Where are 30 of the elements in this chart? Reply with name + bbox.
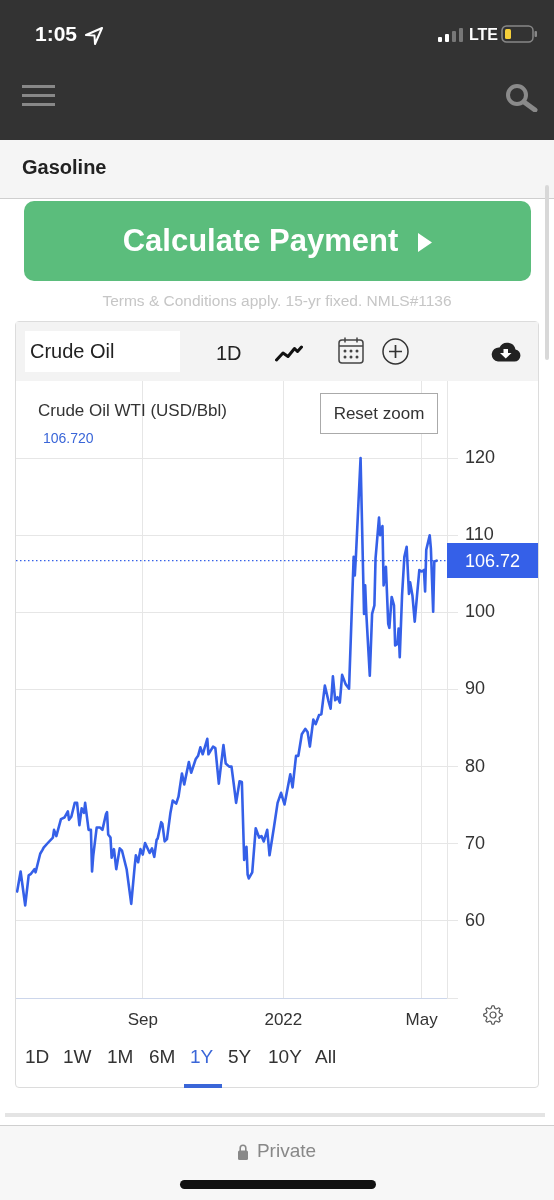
y-tick-label: 110: [465, 524, 494, 545]
text: 6M: [149, 1046, 176, 1068]
y-tick-label: 60: [465, 909, 486, 930]
x-tick-label: May: [405, 1009, 439, 1029]
text: Gasoline: [22, 156, 107, 179]
x-tick-label: 2022: [264, 1009, 303, 1029]
text: Private: [256, 1140, 317, 1162]
ref-line-label: 106.72: [464, 550, 521, 571]
y-tick-label: 80: [465, 755, 486, 776]
text: All: [315, 1046, 337, 1068]
text: 1Y: [190, 1046, 214, 1068]
text: 1:05: [35, 22, 78, 46]
annotation: Reset zoom: [333, 403, 425, 424]
text: 1M: [107, 1046, 134, 1068]
x-tick-label: Sep: [127, 1009, 158, 1029]
text: 1D: [25, 1046, 50, 1068]
text-field: Crude Oil: [25, 331, 180, 372]
y-tick-label: 70: [465, 832, 486, 853]
text: LTE: [469, 26, 499, 44]
y-tick-label: 90: [465, 678, 486, 699]
text: 1W: [63, 1046, 92, 1068]
text: Calculate Payment: [122, 223, 399, 259]
y-tick-label: 100: [465, 601, 496, 622]
text: Crude Oil WTI (USD/Bbl): [38, 401, 227, 421]
text: Terms & Conditions apply. 15-yr fixed. NMLS#1136: [102, 292, 452, 310]
text: 5Y: [228, 1046, 252, 1068]
y-tick-label: 120: [465, 447, 496, 468]
text: 106.720: [43, 430, 94, 446]
text: 1D: [216, 342, 242, 365]
text: 10Y: [268, 1046, 302, 1068]
